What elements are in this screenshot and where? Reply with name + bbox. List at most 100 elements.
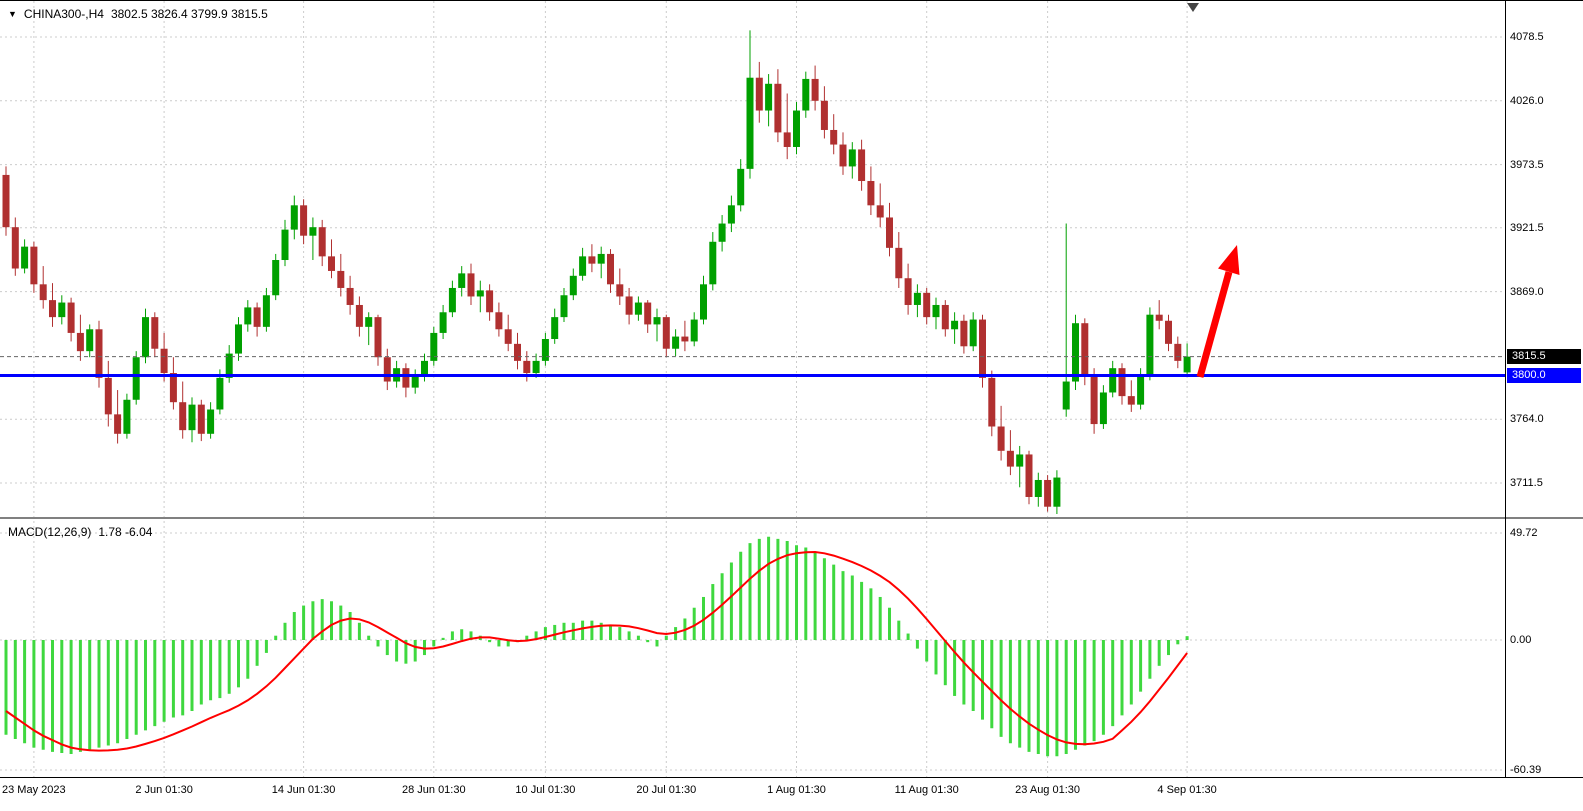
candle-body xyxy=(681,336,689,342)
candle-body xyxy=(597,253,605,264)
candle-body xyxy=(123,399,131,434)
chart-shift-marker-icon[interactable] xyxy=(1187,3,1199,12)
candle-body xyxy=(774,83,782,133)
time-axis-label: 1 Aug 01:30 xyxy=(767,784,826,796)
candle-body xyxy=(281,229,289,261)
candle-body xyxy=(867,181,875,206)
price-axis[interactable] xyxy=(1506,0,1583,777)
candle-body xyxy=(197,404,205,434)
candle-body xyxy=(607,253,614,285)
candle-body xyxy=(1118,368,1126,397)
symbol-marker-icon[interactable]: ▼ xyxy=(8,9,17,19)
candle-body xyxy=(309,227,317,236)
candle-body xyxy=(114,414,122,434)
time-axis-label: 10 Jul 01:30 xyxy=(515,784,576,796)
candle-body xyxy=(1044,479,1052,507)
candle-body xyxy=(690,319,698,342)
candle-body xyxy=(1034,479,1042,497)
candle-body xyxy=(579,256,587,276)
candle-body xyxy=(895,247,903,279)
candle-body xyxy=(235,324,242,354)
candle-body xyxy=(467,273,475,297)
candle-body xyxy=(569,275,577,296)
candle-body xyxy=(1165,320,1172,344)
candle-body xyxy=(504,329,512,344)
candle-body xyxy=(1062,381,1070,410)
candle-body xyxy=(523,360,531,374)
candle-body xyxy=(160,348,168,374)
candle-body xyxy=(858,149,866,182)
price-axis-label: 3711.5 xyxy=(1510,477,1543,489)
time-axis-label: 20 Jul 01:30 xyxy=(636,784,697,796)
candle-body xyxy=(532,360,540,374)
macd-label: MACD(12,26,9) xyxy=(8,525,92,539)
time-axis-label: 14 Jun 01:30 xyxy=(271,784,336,796)
candle-body xyxy=(969,319,977,347)
candle-body xyxy=(439,312,447,333)
candle-body xyxy=(486,290,494,313)
candle-body xyxy=(560,295,568,318)
macd-header: MACD(12,26,9) 1.78 -6.04 xyxy=(8,525,152,539)
macd-axis-label: -60.39 xyxy=(1510,763,1542,776)
candle-body xyxy=(95,329,103,378)
candle-body xyxy=(811,78,819,101)
price-axis-label: 4078.5 xyxy=(1510,31,1544,43)
candle-body xyxy=(1081,323,1089,376)
candle-body xyxy=(262,295,270,327)
candle-body xyxy=(839,144,847,167)
candle-body xyxy=(430,332,438,361)
time-axis-label: 23 May 2023 xyxy=(2,784,66,796)
candle-body xyxy=(337,270,345,288)
ohlc-values: 3802.5 3826.4 3799.9 3815.5 xyxy=(110,7,268,21)
support-line-price-tag: 3800.0 xyxy=(1507,367,1581,383)
candle-body xyxy=(625,296,633,315)
candle-body xyxy=(383,357,391,382)
macd-axis-label: 49.72 xyxy=(1510,527,1538,539)
candle-body xyxy=(662,317,670,349)
macd-plot-area[interactable] xyxy=(0,521,1505,777)
trend-arrow-head[interactable] xyxy=(1218,245,1240,275)
candle-body xyxy=(244,307,252,325)
candle-body xyxy=(700,284,707,320)
candle-body xyxy=(923,292,931,318)
candle-body xyxy=(737,168,745,206)
candle-body xyxy=(588,256,596,264)
candle-body xyxy=(876,205,884,218)
trend-arrow-shaft[interactable] xyxy=(1196,271,1233,378)
candle-body xyxy=(104,377,112,415)
candle-body xyxy=(1155,314,1163,321)
bid-price-tag: 3815.5 xyxy=(1507,349,1581,365)
candle-body xyxy=(951,320,959,330)
candle-body xyxy=(718,223,726,242)
candle-body xyxy=(830,129,838,145)
candle-body xyxy=(2,174,10,228)
candle-body xyxy=(932,304,940,318)
candle-body xyxy=(365,317,373,327)
candle-body xyxy=(514,343,521,361)
candle-body xyxy=(86,329,94,352)
candle-body xyxy=(346,287,354,305)
candle-body xyxy=(142,317,149,358)
time-axis-label: 2 Jun 01:30 xyxy=(135,784,193,796)
candle-body xyxy=(727,205,735,224)
candle-body xyxy=(997,426,1005,451)
candle-body xyxy=(11,227,19,269)
candle-body xyxy=(1109,368,1117,393)
candle-body xyxy=(644,302,652,325)
macd-signal-line xyxy=(5,550,1188,752)
candle-body xyxy=(300,205,308,236)
candle-body xyxy=(820,100,828,130)
candle-body xyxy=(318,227,326,257)
candle-body xyxy=(793,110,800,147)
candle-body xyxy=(551,317,559,340)
candle-body xyxy=(960,320,968,347)
candle-body xyxy=(1072,323,1079,382)
candle-body xyxy=(913,292,921,305)
candle-body xyxy=(355,304,363,327)
candle-body xyxy=(765,83,773,111)
candle-body xyxy=(746,77,754,169)
candle-body xyxy=(904,278,912,305)
candle-body xyxy=(21,246,29,269)
price-axis-label: 3764.0 xyxy=(1510,413,1544,426)
